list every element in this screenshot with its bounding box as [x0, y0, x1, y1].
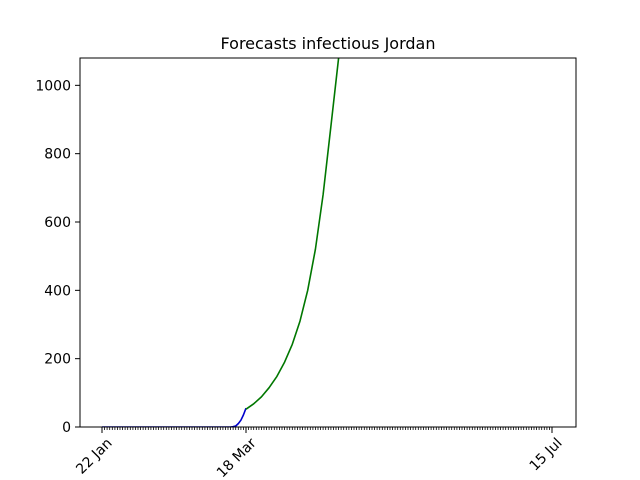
- y-tick-label: 1000: [35, 78, 71, 94]
- x-tick-label: 18 Mar: [214, 435, 260, 480]
- plot-frame: [79, 57, 577, 428]
- y-tick-label: 800: [44, 147, 71, 163]
- x-tick-label: 15 Jul: [527, 435, 566, 474]
- series-line-0: [102, 407, 247, 427]
- x-tick-label: 22 Jan: [73, 435, 115, 477]
- y-tick-label: 0: [62, 420, 71, 436]
- axes: 22 Jan 18 Mar 15 Jul 0 200 400 600 800 1000: [35, 57, 577, 480]
- y-tick-label: 200: [44, 352, 71, 368]
- y-tick-label: 400: [44, 283, 71, 299]
- chart-title: Forecasts infectious Jordan: [221, 34, 436, 53]
- y-tick-label: 600: [44, 215, 71, 231]
- series-line-1: [245, 58, 340, 410]
- plot-area: [102, 58, 340, 427]
